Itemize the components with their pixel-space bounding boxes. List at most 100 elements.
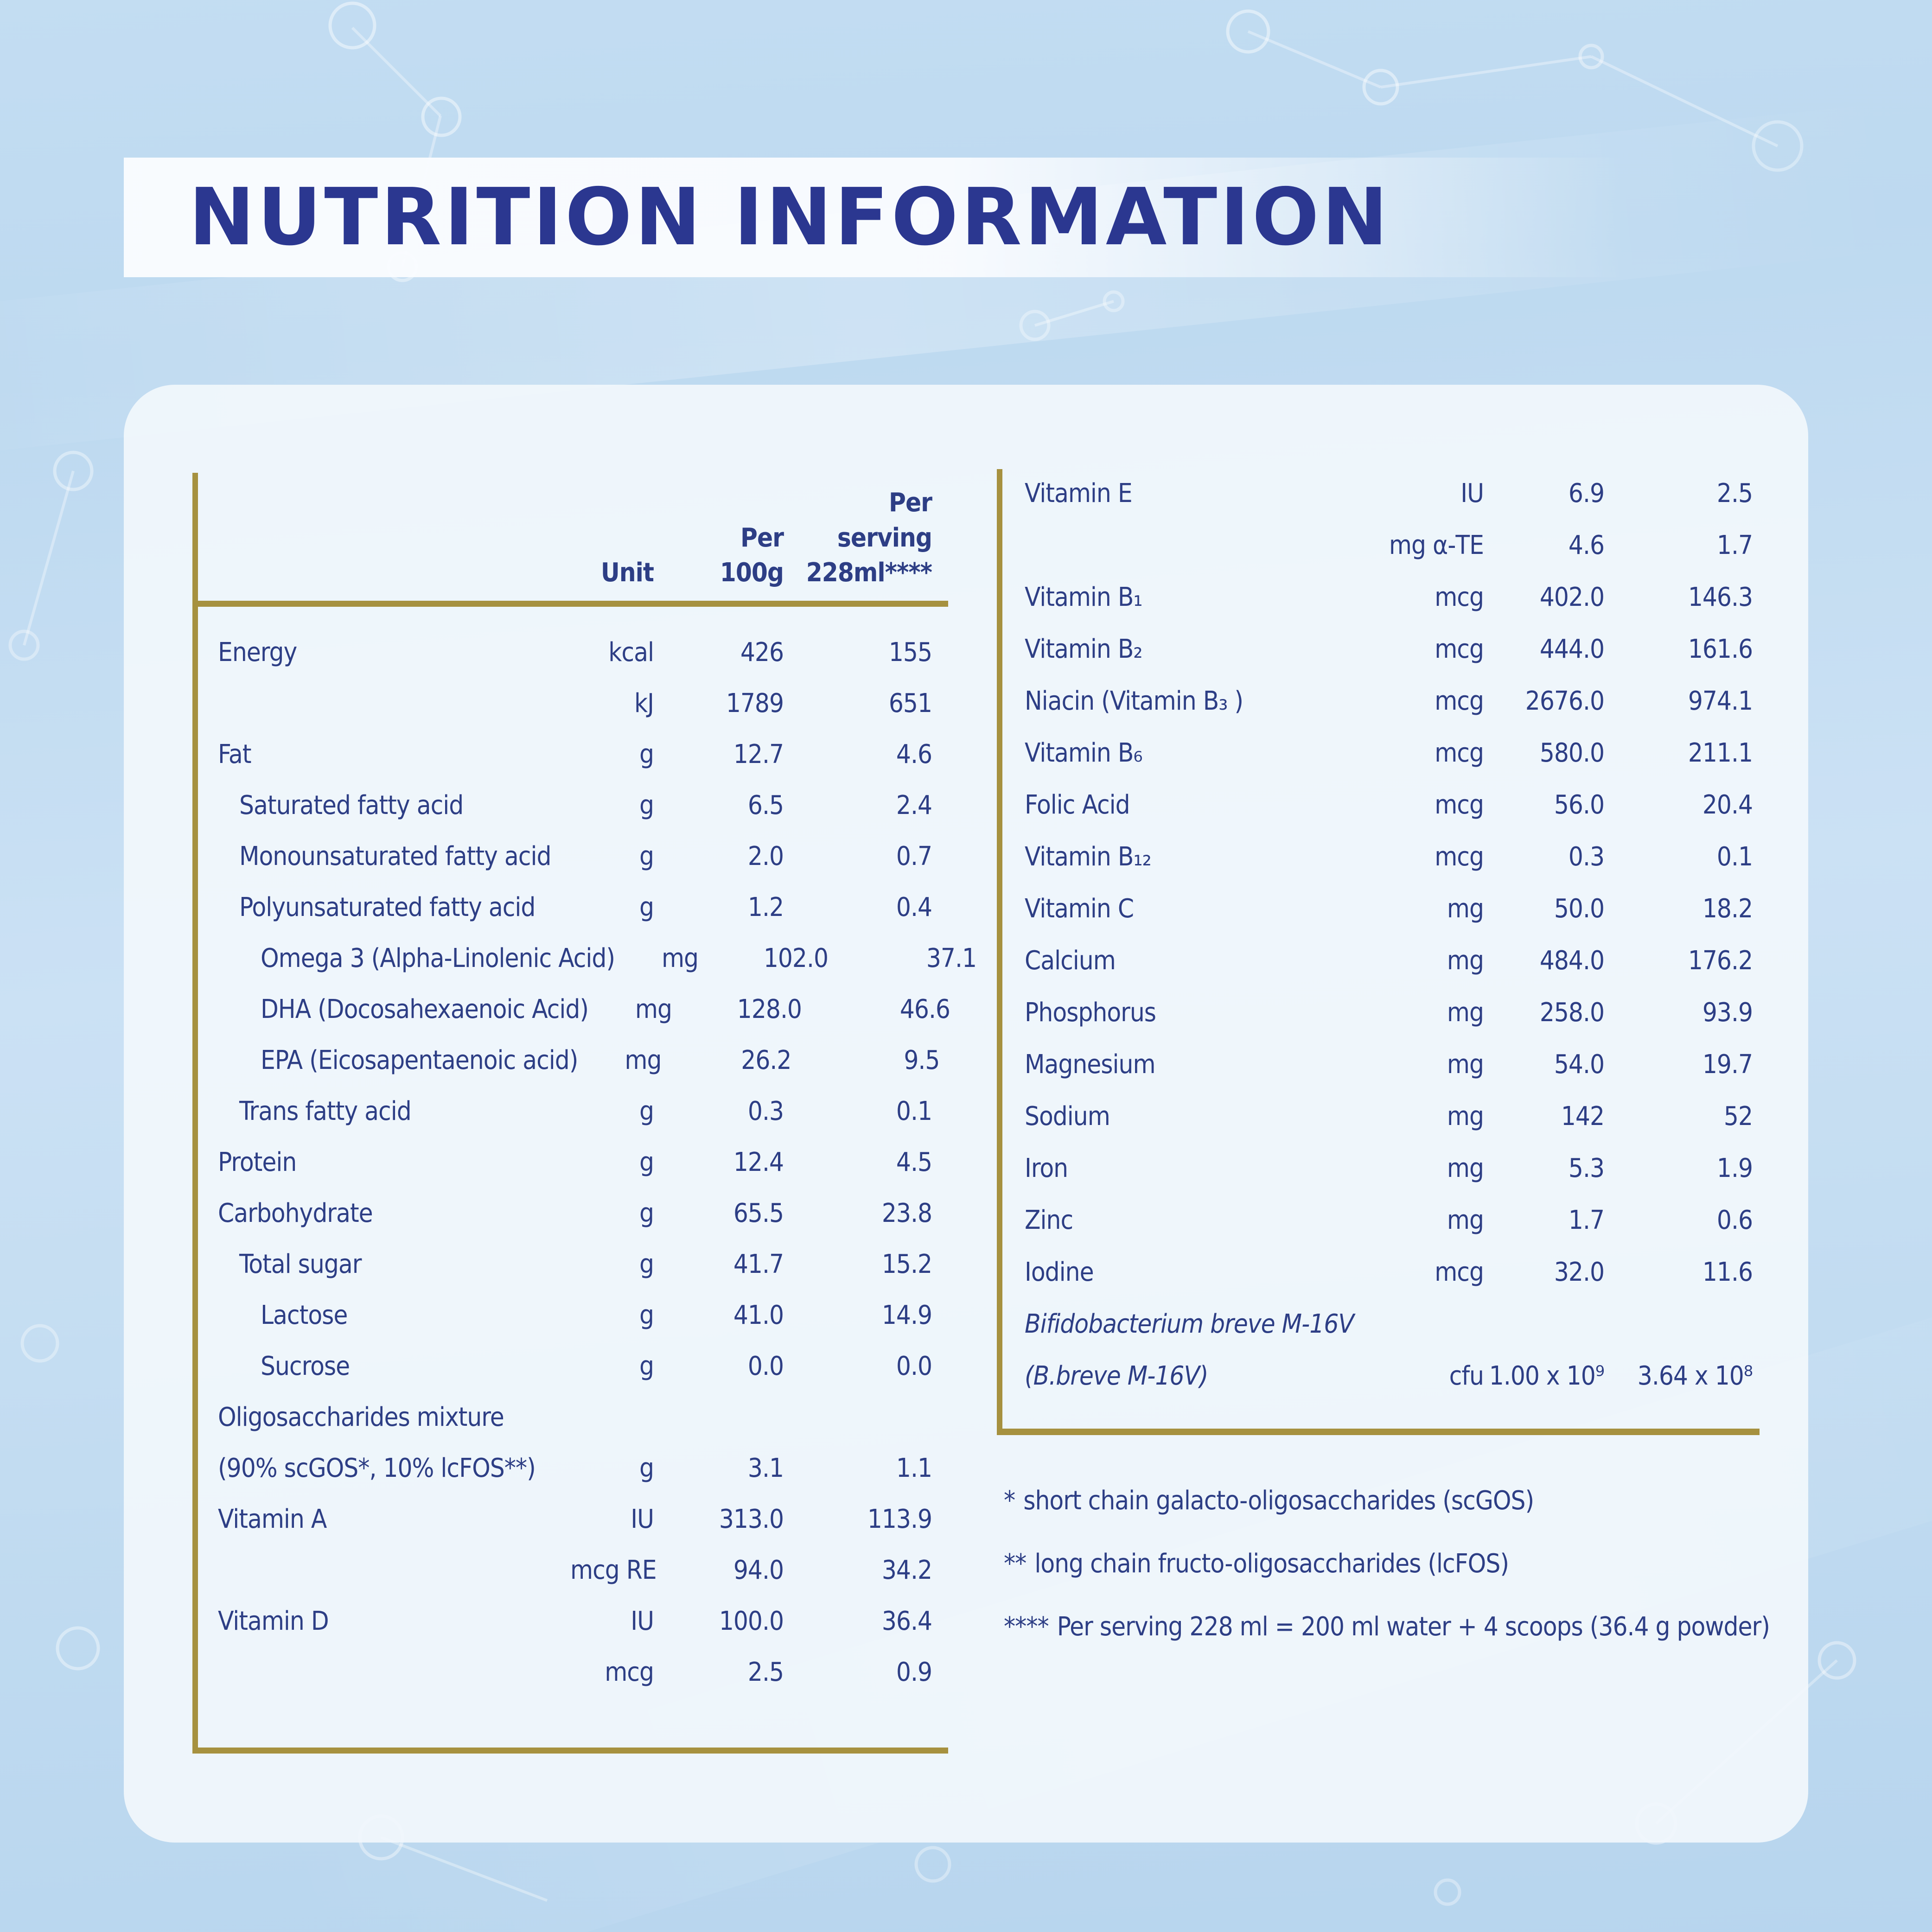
table-row: DHA (Docosahexaenoic Acid) mg 128.0 46.6 [218,984,950,1035]
table-row: Vitamin B₁₂ mcg 0.3 0.1 [1025,831,1753,883]
row-per-100g: 4.6 [1568,530,1605,560]
row-unit: mg [625,1045,662,1075]
row-unit: g [639,790,654,820]
table-row: (B.breve M-16V) cfu 1.00 x 10⁹ 3.64 x 10… [1025,1350,1753,1402]
row-per-serving: 4.5 [896,1147,932,1177]
row-unit: g [639,1453,654,1483]
nutrition-card [124,385,1808,1843]
row-per-100g: 94.0 [733,1555,784,1585]
row-unit: mg [1447,1101,1484,1131]
left-table-header: Unit Per 100g Per serving 228ml**** [218,464,932,598]
row-label: Vitamin B₆ [1025,737,1143,768]
table-row: Folic Acid mcg 56.0 20.4 [1025,779,1753,831]
row-per-100g: 26.2 [741,1045,791,1075]
row-per-100g: 1.7 [1568,1205,1605,1235]
row-per-100g: 142 [1561,1101,1605,1131]
row-per-serving: 52 [1723,1101,1753,1131]
row-unit: mcg [1435,634,1484,664]
row-label: Fat [218,739,251,769]
header-serving-line3: 228ml**** [806,558,932,588]
row-unit: mcg [1435,841,1484,872]
row-per-serving: 155 [888,637,932,667]
row-unit: mg [1447,1153,1484,1183]
row-per-serving: 15.2 [881,1249,932,1279]
row-unit: g [639,892,654,922]
table-row: Lactose g 41.0 14.9 [218,1290,932,1341]
row-label: DHA (Docosahexaenoic Acid) [261,994,589,1024]
row-unit: IU [631,1504,654,1534]
row-per-100g: 2.5 [747,1657,784,1687]
row-per-serving: 0.1 [896,1096,932,1126]
table-row: Monounsaturated fatty acid g 2.0 0.7 [218,831,932,882]
row-per-100g: 258.0 [1539,997,1605,1028]
row-label: (B.breve M-16V) [1025,1360,1209,1391]
table-row: Magnesium mg 54.0 19.7 [1025,1038,1753,1090]
row-per-100g: 41.7 [733,1249,784,1279]
row-per-serving: 93.9 [1702,997,1753,1028]
table-row: Polyunsaturated fatty acid g 1.2 0.4 [218,882,932,933]
row-unit: mcg [1435,582,1484,612]
footnote-marker: **** [1004,1612,1049,1642]
row-per-100g: 484.0 [1539,945,1605,976]
row-unit: mcg [1435,1257,1484,1287]
row-per-100g: 313.0 [719,1504,784,1534]
table-row: Vitamin E IU 6.9 2.5 [1025,467,1753,519]
footnote-marker: ** [1004,1549,1027,1579]
row-label: Saturated fatty acid [239,790,464,820]
row-per-100g: 65.5 [733,1198,784,1228]
row-per-serving: 2.5 [1716,478,1753,508]
row-per-serving: 0.4 [896,892,932,922]
row-unit: mg [1447,893,1484,924]
row-per-100g: 2.0 [747,841,784,871]
row-label: Vitamin D [218,1606,329,1636]
row-per-100g: 444.0 [1539,634,1605,664]
row-label: Magnesium [1025,1049,1156,1080]
row-label: Vitamin A [218,1504,327,1534]
row-per-serving: 1.1 [896,1453,932,1483]
row-unit: kJ [634,688,654,718]
row-per-100g: 5.3 [1568,1153,1605,1183]
row-per-100g: 1789 [726,688,784,718]
table-row: Protein g 12.4 4.5 [218,1137,932,1188]
row-label: Polyunsaturated fatty acid [239,892,536,922]
left-table-header-rule [195,601,948,607]
row-unit: mcg [1435,686,1484,716]
row-per-100g: 50.0 [1554,893,1605,924]
row-per-100g: 3.1 [747,1453,784,1483]
row-per-serving: 0.6 [1716,1205,1753,1235]
left-nutrition-table: Energy kcal 426 155 kJ 1789 651 Fat g 12… [218,627,977,1697]
row-per-serving: 46.6 [899,994,950,1024]
table-row: Vitamin B₆ mcg 580.0 211.1 [1025,727,1753,779]
table-row: Trans fatty acid g 0.3 0.1 [218,1086,932,1137]
row-label: Iodine [1025,1257,1094,1287]
row-per-100g: 128.0 [737,994,802,1024]
row-label: Trans fatty acid [239,1096,412,1126]
footnote-marker: * [1004,1486,1015,1516]
row-per-100g: 102.0 [763,943,829,973]
row-unit: mcg [1435,737,1484,768]
right-nutrition-table: Vitamin E IU 6.9 2.5 mg α-TE 4.6 1.7 Vit… [1025,467,1753,1402]
row-per-serving: 146.3 [1688,582,1753,612]
row-per-serving: 161.6 [1688,634,1753,664]
row-per-serving: 9.5 [904,1045,940,1075]
row-per-serving: 20.4 [1702,789,1753,820]
row-per-serving: 974.1 [1688,686,1753,716]
row-label: Vitamin B₁ [1025,582,1143,612]
left-table-bottom-rule [192,1748,948,1754]
table-row: Iron mg 5.3 1.9 [1025,1142,1753,1194]
row-per-serving: 19.7 [1702,1049,1753,1080]
table-row: Bifidobacterium breve M-16V [1025,1298,1753,1350]
row-per-100g: 1.00 x 10⁹ [1489,1360,1605,1391]
row-label: Sucrose [261,1351,350,1381]
row-per-100g: 426 [740,637,784,667]
row-per-serving: 34.2 [881,1555,932,1585]
row-label: Omega 3 (Alpha-Linolenic Acid) [261,943,615,973]
row-per-100g: 0.0 [747,1351,784,1381]
row-per-serving: 36.4 [881,1606,932,1636]
row-label: Protein [218,1147,297,1177]
footnote-text: long chain fructo-oligosaccharides (lcFO… [1034,1549,1509,1579]
row-per-100g: 12.7 [733,739,784,769]
row-per-100g: 100.0 [719,1606,784,1636]
row-unit: g [639,1249,654,1279]
